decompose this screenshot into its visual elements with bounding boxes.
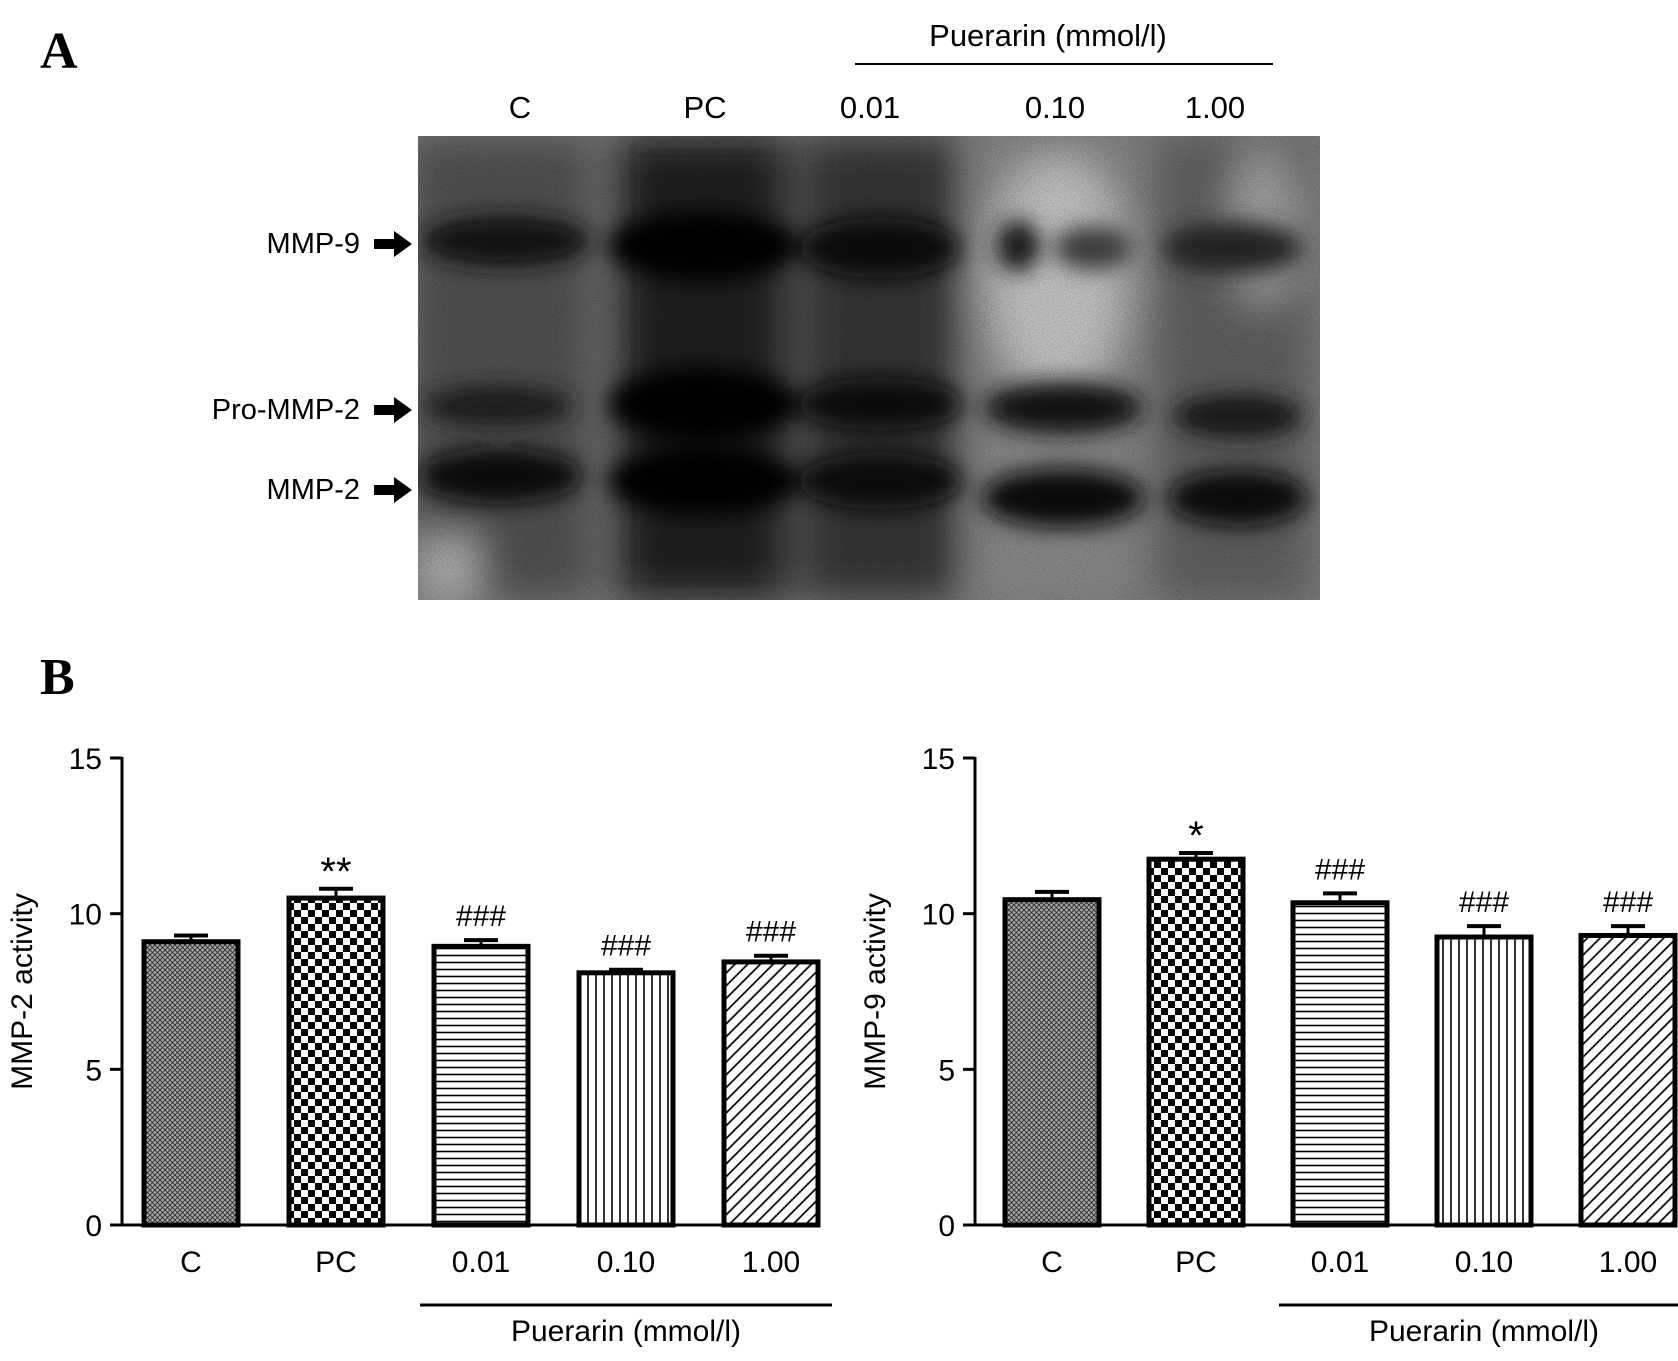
gel-treatment-line: [855, 63, 1273, 65]
y-tick-label: 10: [69, 899, 102, 932]
significance-marker: **: [320, 850, 351, 894]
arrow-right-icon: [374, 477, 412, 503]
bar: [1146, 856, 1246, 1228]
y-tick-label: 10: [922, 899, 955, 932]
x-tick-label: PC: [315, 1246, 357, 1279]
x-tick-label: 0.10: [597, 1246, 655, 1279]
bar: [1434, 934, 1534, 1228]
x-tick-label: C: [180, 1246, 202, 1279]
gel-lane-label: 0.01: [839, 90, 901, 125]
arrow-right-icon: [374, 397, 412, 423]
gel-lane-label: 1.00: [1184, 90, 1246, 125]
bar: [286, 895, 386, 1228]
bar: [1002, 897, 1102, 1228]
group-label: Puerarin (mmol/l): [511, 1315, 741, 1348]
y-axis-label: MMP-2 activity: [6, 893, 39, 1090]
x-tick-label: PC: [1175, 1246, 1217, 1279]
gel-treatment-label: Puerarin (mmol/l): [929, 18, 1167, 53]
y-tick-label: 15: [922, 743, 955, 776]
panel-label-a: A: [40, 23, 78, 80]
bar: [141, 939, 241, 1228]
y-tick-label: 5: [938, 1054, 955, 1087]
significance-marker: ###: [1603, 886, 1653, 919]
significance-marker: ###: [601, 930, 651, 963]
bar: [431, 943, 531, 1228]
zymography-gel-image: [418, 136, 1320, 600]
significance-marker: ###: [456, 900, 506, 933]
bar-chart-mmp2: 0 5 10 15 MMP-2 activity C ** PC ### 0.01 ### 0.10 #…: [6, 743, 832, 1348]
panel-label-b: B: [40, 649, 75, 706]
gel-lane-label: 0.10: [1024, 90, 1086, 125]
arrow-right-icon: [374, 231, 412, 257]
y-tick-label: 0: [85, 1210, 102, 1243]
bar-chart-mmp9: 0 5 10 15 MMP-9 activity C * PC ### 0.01 ### 0.10 ##…: [859, 743, 1678, 1348]
y-axis-label: MMP-9 activity: [859, 893, 892, 1090]
band-label-mmp2: MMP-2: [266, 474, 360, 506]
significance-marker: *: [1188, 814, 1204, 858]
band-label-pro-mmp2: Pro-MMP-2: [211, 394, 360, 426]
y-tick-label: 15: [69, 743, 102, 776]
gel-lane-label: PC: [683, 90, 727, 125]
x-tick-label: 0.01: [1311, 1246, 1369, 1279]
x-tick-label: 1.00: [742, 1246, 800, 1279]
bar: [576, 970, 676, 1228]
bar: [721, 959, 821, 1228]
gel-lane-label: C: [508, 90, 532, 125]
x-tick-label: 1.00: [1599, 1246, 1657, 1279]
significance-marker: ###: [1459, 886, 1509, 919]
significance-marker: ###: [746, 916, 796, 949]
group-label: Puerarin (mmol/l): [1369, 1315, 1599, 1348]
y-tick-label: 5: [85, 1054, 102, 1087]
bar: [1290, 900, 1390, 1228]
x-tick-label: 0.10: [1455, 1246, 1513, 1279]
band-label-mmp9: MMP-9: [266, 228, 360, 260]
x-tick-label: C: [1041, 1246, 1063, 1279]
y-tick-label: 0: [938, 1210, 955, 1243]
bar: [1578, 932, 1678, 1228]
significance-marker: ###: [1315, 853, 1365, 886]
x-tick-label: 0.01: [452, 1246, 510, 1279]
